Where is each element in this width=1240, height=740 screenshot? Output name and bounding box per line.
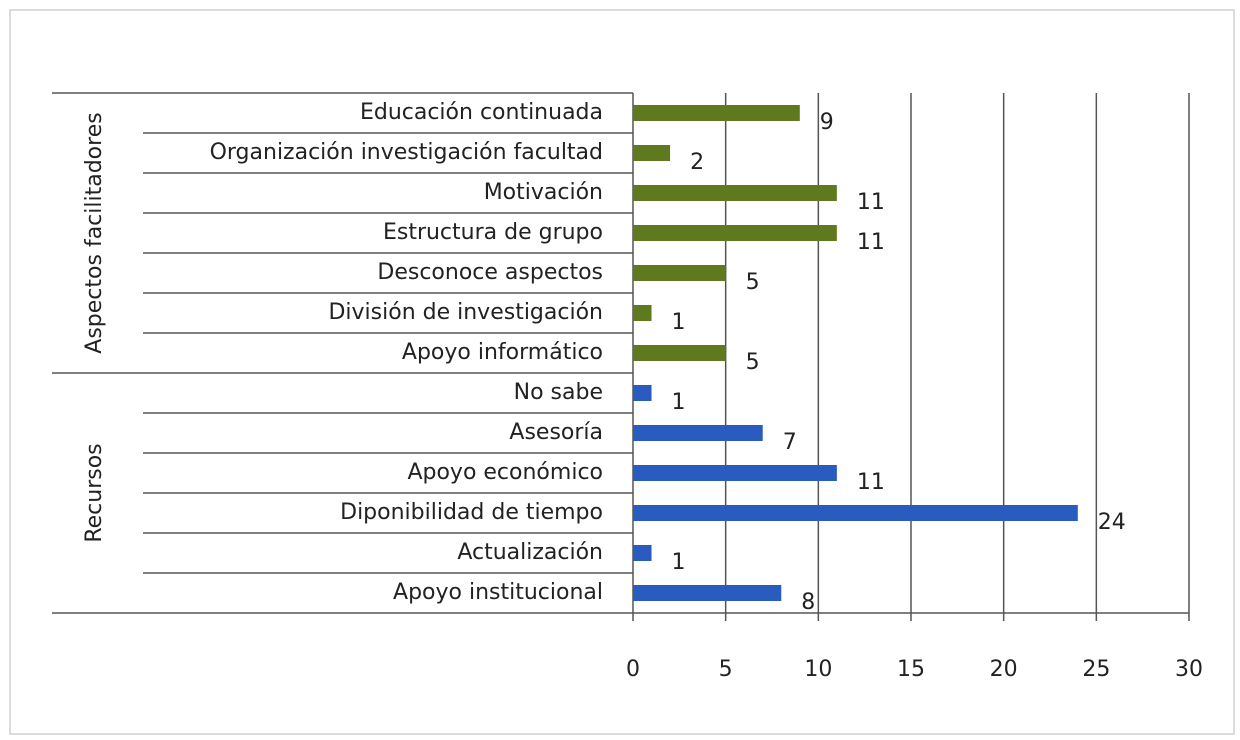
- bar: [633, 425, 763, 441]
- value-label: 5: [746, 350, 760, 375]
- value-label: 1: [672, 390, 686, 415]
- x-tick-label: 30: [1175, 657, 1203, 682]
- bar: [633, 585, 782, 601]
- bar: [633, 225, 837, 241]
- y-tick-label: Asesoría: [509, 420, 603, 445]
- y-tick-label: Apoyo institucional: [393, 580, 603, 605]
- bar: [633, 185, 837, 201]
- y-tick-label: Actualización: [457, 540, 603, 565]
- value-label: 11: [857, 470, 885, 495]
- bar: [633, 505, 1078, 521]
- bar: [633, 145, 671, 161]
- y-tick-label: Apoyo informático: [402, 340, 603, 365]
- y-tick-label: Desconoce aspectos: [377, 260, 603, 285]
- value-label: 7: [783, 430, 797, 455]
- bar: [633, 385, 652, 401]
- bar: [633, 105, 800, 121]
- value-label: 11: [857, 190, 885, 215]
- bar: [633, 465, 837, 481]
- value-label: 11: [857, 230, 885, 255]
- value-label: 1: [672, 550, 686, 575]
- value-label: 5: [746, 270, 760, 295]
- bar: [633, 305, 652, 321]
- value-label: 24: [1098, 510, 1126, 535]
- group-label: Recursos: [82, 443, 107, 542]
- value-label: 8: [801, 590, 815, 615]
- x-tick-label: 25: [1082, 657, 1110, 682]
- group-label: Aspectos facilitadores: [82, 112, 107, 353]
- y-tick-label: No sabe: [514, 380, 603, 405]
- x-tick-label: 5: [719, 657, 733, 682]
- bar: [633, 345, 726, 361]
- x-tick-label: 20: [990, 657, 1018, 682]
- y-tick-label: Educación continuada: [360, 100, 603, 125]
- x-tick-label: 10: [804, 657, 832, 682]
- bar: [633, 545, 652, 561]
- y-tick-label: Organización investigación facultad: [210, 140, 603, 165]
- x-tick-label: 0: [626, 657, 640, 682]
- y-tick-label: Estructura de grupo: [383, 220, 603, 245]
- value-label: 9: [820, 110, 834, 135]
- y-tick-label: Motivación: [484, 180, 603, 205]
- frame: [9, 9, 1235, 735]
- y-tick-label: Apoyo económico: [407, 460, 603, 485]
- y-tick-label: Diponibilidad de tiempo: [340, 500, 603, 525]
- y-tick-label: División de investigación: [328, 300, 603, 325]
- value-label: 1: [672, 310, 686, 335]
- value-label: 2: [690, 150, 704, 175]
- bar: [633, 265, 726, 281]
- x-tick-label: 15: [897, 657, 925, 682]
